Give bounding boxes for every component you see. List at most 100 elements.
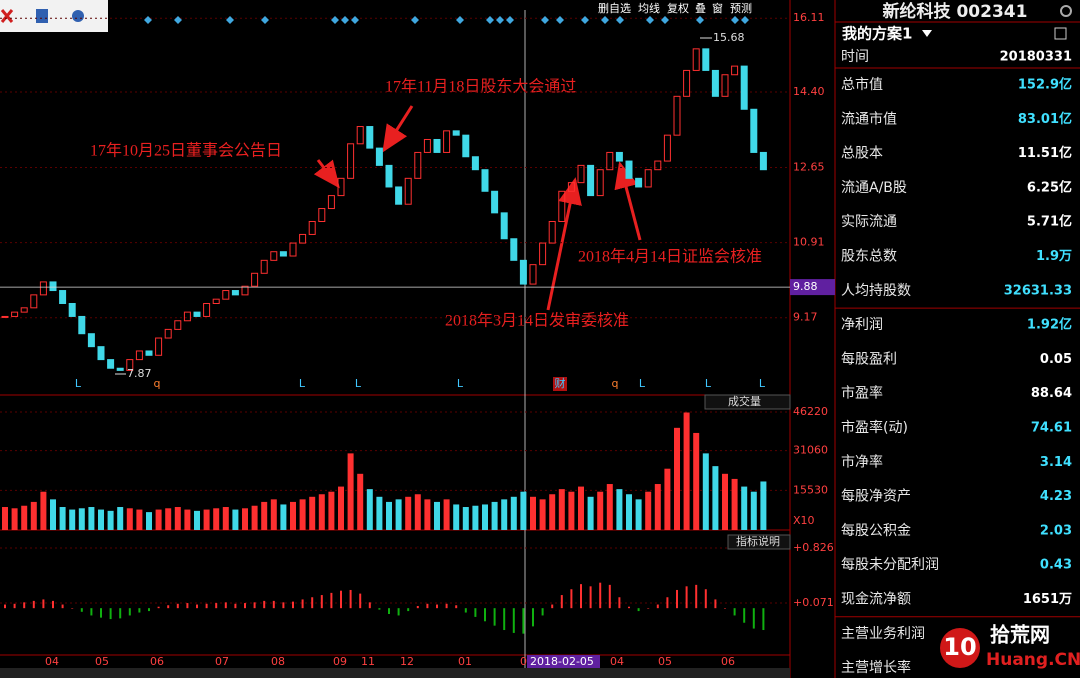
event-marker: L: [457, 377, 464, 390]
edit-icon[interactable]: [1054, 27, 1067, 40]
bar: [126, 508, 133, 530]
candle: [491, 190, 499, 214]
candle: [414, 151, 422, 179]
toolbar-button[interactable]: 窗: [712, 1, 723, 15]
event-diamond: [506, 16, 514, 24]
bar: [23, 602, 26, 609]
event-diamond: [601, 16, 609, 24]
event-diamond: [616, 16, 624, 24]
candle: [500, 212, 508, 240]
y-tick-label: +0.826: [793, 541, 834, 554]
x-tick-label: 05: [658, 655, 672, 668]
bar: [599, 582, 602, 609]
toolbar-button[interactable]: 叠: [695, 2, 706, 15]
row-value: 152.9亿: [1018, 77, 1072, 93]
event-diamond: [661, 16, 669, 24]
event-diamond: [411, 16, 419, 24]
row-value: 32631.33: [1004, 283, 1072, 298]
bar: [626, 494, 632, 530]
toolbar-button[interactable]: 复权: [667, 1, 689, 15]
bar: [702, 453, 709, 530]
save-icon[interactable]: [36, 9, 48, 23]
cursor-date-box: [527, 655, 600, 668]
bar: [397, 608, 400, 616]
toolbar-button[interactable]: 均线: [638, 1, 660, 15]
event-diamond: [556, 16, 564, 24]
bar: [685, 586, 688, 609]
bar: [184, 509, 191, 530]
candle: [126, 359, 134, 371]
x-tick-label: 08: [271, 655, 285, 668]
candle: [347, 143, 355, 179]
toolbar-button[interactable]: 预测: [730, 2, 752, 15]
event-marker: L: [705, 377, 712, 390]
bar: [388, 608, 390, 614]
bar: [695, 584, 698, 609]
candle: [740, 65, 748, 110]
bar: [484, 608, 486, 622]
candle: [193, 311, 201, 317]
bar: [501, 499, 508, 530]
event-diamond: [174, 16, 182, 24]
candle: [174, 320, 182, 330]
candle: [615, 151, 623, 162]
row-value: 2.03: [1040, 523, 1072, 538]
bar: [299, 499, 306, 530]
bar: [213, 508, 220, 530]
x-tick-label: 06: [150, 655, 164, 668]
candle: [481, 169, 489, 192]
event-marker: L: [75, 377, 82, 390]
event-diamond: [331, 16, 339, 24]
y-tick-label: 14.40: [793, 85, 825, 98]
candle: [49, 281, 57, 292]
gear-icon[interactable]: [1060, 5, 1072, 17]
event-marker: L: [355, 377, 362, 390]
bar: [597, 491, 604, 530]
bar: [712, 466, 719, 530]
settings-icon[interactable]: [72, 10, 84, 22]
plan-title[interactable]: 我的方案1: [842, 25, 912, 43]
bar: [90, 608, 93, 616]
x-tick-label: 12: [400, 655, 414, 668]
bar: [2, 507, 8, 530]
event-diamond: [696, 16, 704, 24]
bar: [165, 508, 172, 530]
close-icon[interactable]: [0, 9, 14, 23]
bar: [32, 600, 35, 609]
candle: [721, 74, 729, 97]
candle: [327, 195, 335, 210]
candle: [452, 130, 460, 136]
candle: [366, 126, 374, 149]
panel-label: 指标说明: [736, 534, 780, 548]
dropdown-icon[interactable]: [922, 30, 932, 37]
candle: [539, 242, 547, 266]
y-tick-label: 10.91: [793, 236, 825, 249]
bar: [426, 603, 429, 609]
row-value: 4.23: [1040, 489, 1072, 504]
bar: [376, 496, 383, 530]
candle: [443, 130, 451, 153]
row-label: 总股本: [841, 146, 883, 162]
bar: [482, 504, 488, 530]
arrow: [313, 159, 340, 189]
event-diamond: [351, 16, 359, 24]
toolbar-button[interactable]: 删自选: [598, 2, 631, 15]
bar: [59, 507, 66, 530]
bar: [215, 603, 218, 609]
bar: [88, 507, 95, 530]
bar: [628, 606, 630, 609]
bar: [71, 608, 74, 609]
bar: [234, 603, 237, 609]
candle: [203, 302, 211, 317]
candle: [337, 177, 345, 197]
bar: [722, 473, 728, 530]
bar: [472, 505, 479, 530]
candle: [567, 182, 575, 192]
bar: [635, 499, 642, 530]
candle: [596, 169, 604, 197]
event-marker: L: [639, 377, 646, 390]
bar: [232, 509, 239, 530]
candle: [519, 259, 527, 285]
row-value: 20180331: [1000, 50, 1072, 65]
